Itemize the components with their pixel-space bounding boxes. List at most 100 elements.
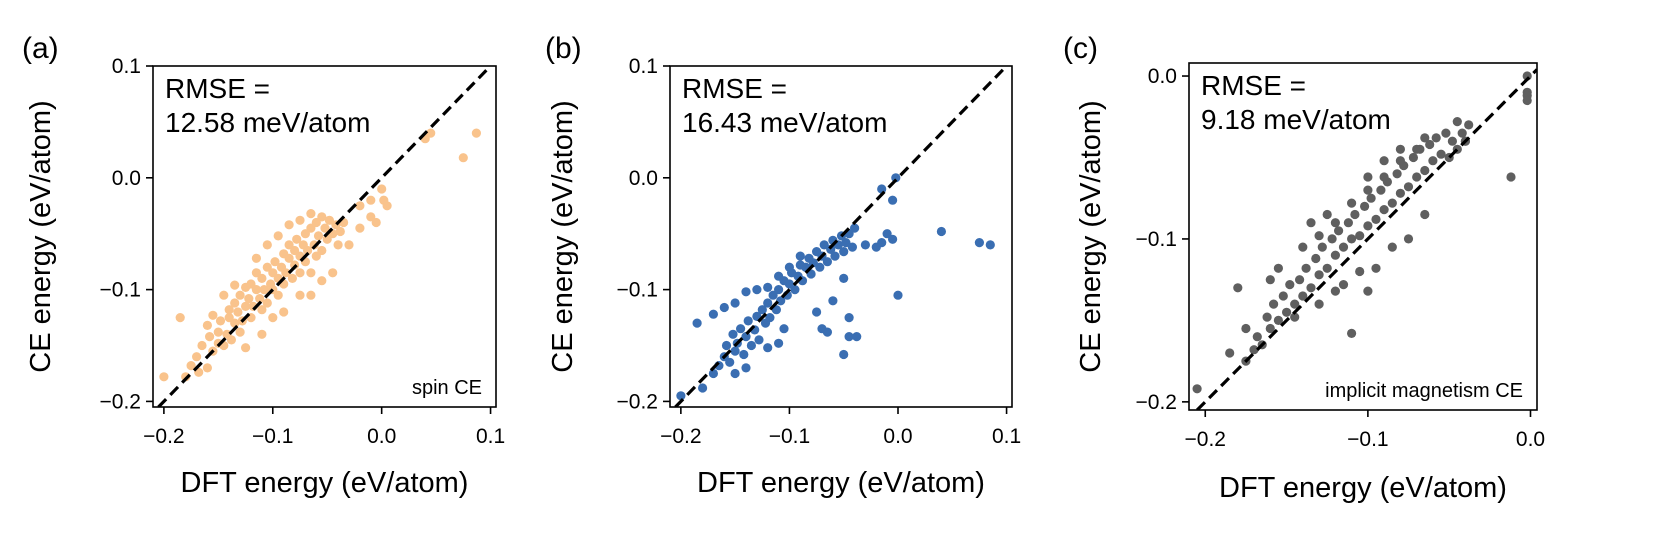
y-tick-label: −0.1 — [100, 279, 141, 302]
data-point — [739, 349, 749, 360]
scatter-points — [159, 128, 481, 382]
data-point — [175, 313, 185, 323]
data-point — [974, 238, 985, 248]
data-point — [1403, 182, 1414, 192]
data-point — [295, 268, 305, 278]
data-point — [224, 305, 234, 315]
data-point — [1360, 201, 1370, 211]
data-point — [382, 201, 392, 211]
data-point — [1371, 263, 1381, 273]
data-point — [257, 329, 267, 339]
data-point — [830, 251, 840, 261]
data-point — [1355, 231, 1365, 241]
data-point — [241, 301, 251, 311]
data-point — [235, 327, 245, 337]
scatter-points — [676, 173, 995, 401]
y-axis-title: CE energy (eV/atom) — [547, 100, 579, 372]
data-point — [1420, 209, 1430, 220]
model-annotation: spin CE — [412, 377, 482, 399]
data-point — [1395, 144, 1405, 154]
data-point — [1379, 156, 1389, 166]
data-point — [1317, 242, 1327, 252]
y-tick-label: 0.0 — [112, 167, 141, 190]
x-tick-label: −0.2 — [660, 425, 701, 448]
axes-frame — [1188, 62, 1538, 411]
parity-line — [157, 66, 492, 407]
data-point — [985, 240, 995, 250]
data-point — [676, 391, 686, 401]
data-point — [317, 245, 327, 256]
data-point — [822, 257, 833, 267]
data-point — [471, 128, 481, 138]
data-point — [273, 290, 283, 300]
axes-frame — [669, 65, 1013, 408]
data-point — [774, 271, 784, 281]
data-point — [1265, 275, 1275, 285]
data-point — [159, 372, 169, 382]
data-point — [186, 361, 196, 371]
data-point — [320, 223, 330, 233]
data-point — [730, 368, 740, 379]
data-point — [215, 316, 226, 326]
data-point — [1322, 209, 1332, 220]
data-point — [893, 290, 903, 300]
data-point — [839, 349, 849, 360]
data-point — [1295, 275, 1305, 285]
data-point — [730, 298, 740, 308]
data-point — [1314, 270, 1324, 280]
data-point — [268, 313, 278, 323]
data-point — [1298, 242, 1308, 252]
data-point — [192, 352, 202, 362]
data-point — [355, 201, 365, 211]
x-tick-label: −0.2 — [143, 425, 184, 448]
data-point — [306, 290, 316, 300]
data-point — [259, 285, 269, 295]
panel-b: −0.2 −0.1 0.0 0.1 −0.2 −0.1 0.0 0.1 DFT energy (… — [545, 32, 1021, 499]
data-point — [335, 226, 345, 237]
data-point — [317, 276, 327, 286]
axes-frame — [152, 65, 497, 408]
data-point — [1330, 250, 1340, 260]
data-point — [233, 307, 243, 317]
data-point — [1278, 291, 1288, 301]
data-point — [741, 287, 751, 297]
data-point — [284, 220, 294, 230]
data-point — [219, 290, 229, 300]
data-point — [763, 343, 773, 353]
data-point — [936, 226, 947, 237]
data-point — [1350, 209, 1360, 220]
data-point — [1306, 218, 1316, 228]
data-point — [1225, 348, 1235, 358]
y-tick-label: 0.1 — [629, 55, 658, 78]
data-point — [774, 285, 784, 295]
data-point — [284, 253, 294, 263]
x-tick-label: 0.0 — [883, 425, 912, 448]
data-point — [426, 128, 436, 138]
y-tick-label: 0.0 — [1148, 65, 1177, 88]
data-point — [746, 340, 757, 351]
data-point — [1420, 133, 1430, 143]
x-tick-label: 0.0 — [1516, 428, 1545, 451]
data-point — [1408, 152, 1418, 163]
x-tick-label: 0.1 — [992, 425, 1021, 448]
data-point — [1506, 172, 1516, 182]
data-point — [1371, 214, 1381, 224]
data-point — [344, 240, 354, 250]
data-point — [1343, 218, 1353, 228]
data-point — [1290, 312, 1300, 322]
data-point — [828, 296, 838, 306]
data-point — [888, 195, 898, 205]
data-point — [1363, 221, 1373, 231]
data-point — [306, 268, 316, 278]
data-point — [257, 305, 267, 315]
data-point — [765, 313, 775, 323]
data-point — [860, 240, 871, 250]
panel-label: (b) — [545, 32, 582, 65]
y-tick-label: 0.1 — [112, 55, 141, 78]
data-point — [1314, 299, 1324, 309]
data-point — [287, 273, 297, 283]
data-point — [877, 238, 887, 248]
data-point — [708, 309, 719, 319]
rmse-label: RMSE = — [165, 73, 270, 104]
